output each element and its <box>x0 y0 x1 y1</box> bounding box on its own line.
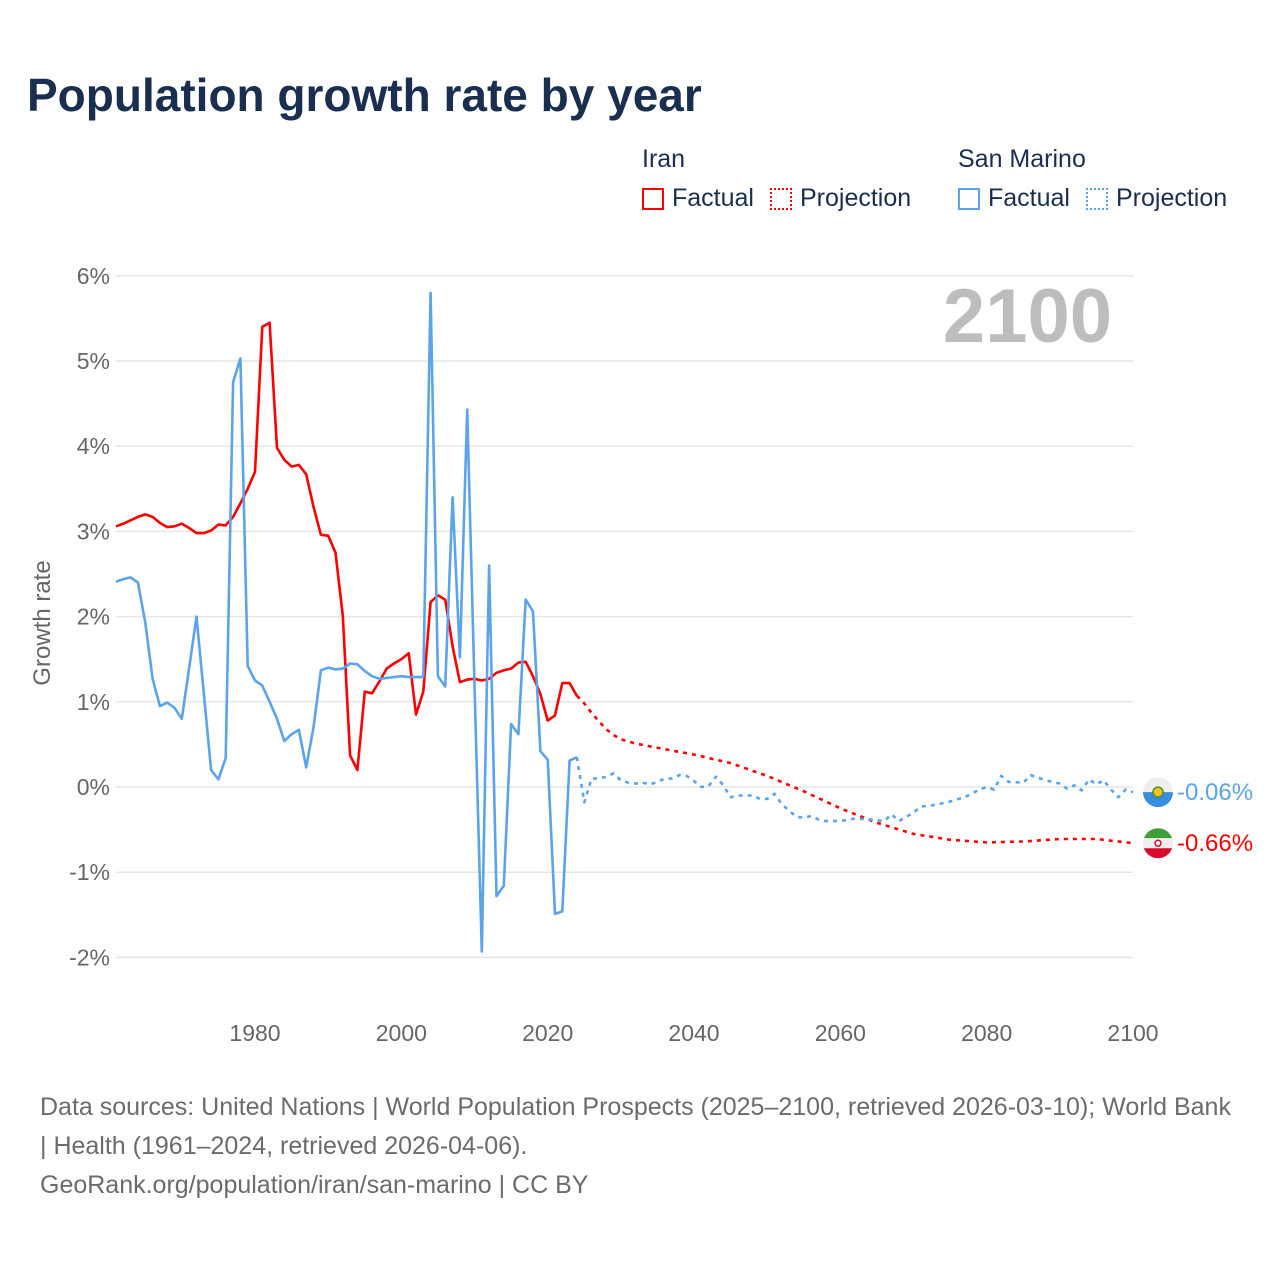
y-tick-label: 4% <box>77 433 110 459</box>
x-tick-label: 2000 <box>376 1020 427 1046</box>
series-line-iran-factual <box>115 321 579 772</box>
data-sources: Data sources: United Nations | World Pop… <box>40 1093 1231 1160</box>
legend-swatch-dotted <box>769 187 792 210</box>
legend-label: Factual <box>672 184 754 212</box>
current-year-label: 2100 <box>943 274 1112 359</box>
legend-iran-projection[interactable]: Projection <box>769 184 912 213</box>
y-tick-label: 6% <box>77 263 110 289</box>
legend-group-name: San Marino <box>958 145 1086 173</box>
legend-label: Factual <box>988 184 1070 212</box>
series-line-san-marino-factual <box>115 291 578 953</box>
footer: Data sources: United Nations | World Pop… <box>40 1088 1240 1205</box>
chart-title: Population growth rate by year <box>27 69 702 121</box>
end-value-label: -0.06% <box>1177 779 1253 806</box>
y-axis-label: Growth rate <box>29 560 56 685</box>
y-tick-label: 0% <box>77 774 110 800</box>
legend-swatch-solid <box>958 187 980 210</box>
y-tick-label: 3% <box>77 518 110 544</box>
legend-group-san-marino: San Marino Factual Projection <box>958 145 1243 213</box>
x-tick-label: 2060 <box>815 1020 866 1046</box>
legend-iran-factual[interactable]: Factual <box>642 184 754 213</box>
x-tick-label: 2020 <box>522 1020 573 1046</box>
legend-label: Projection <box>1115 184 1228 212</box>
y-tick-label: -1% <box>69 859 110 885</box>
series-line-san-marino-projection <box>575 756 1134 823</box>
legend-label: Projection <box>799 184 912 212</box>
x-tick-label: 2040 <box>668 1020 719 1046</box>
y-tick-label: 1% <box>77 689 110 715</box>
legend-group-name: Iran <box>642 145 686 173</box>
y-tick-label: 2% <box>77 604 110 630</box>
y-tick-label: 5% <box>77 348 110 374</box>
credit: GeoRank.org/population/iran/san-marino |… <box>40 1171 589 1199</box>
series-line-iran-projection <box>575 694 1134 845</box>
legend-swatch-solid <box>642 187 664 210</box>
x-tick-label: 2080 <box>961 1020 1012 1046</box>
legend-san-marino-projection[interactable]: Projection <box>1085 184 1228 213</box>
x-tick-label: 1980 <box>229 1020 280 1046</box>
legend-san-marino-factual[interactable]: Factual <box>958 184 1070 213</box>
flag-icon-san-marino <box>1143 777 1173 808</box>
flag-icon-iran <box>1143 828 1173 859</box>
y-tick-label: -2% <box>69 944 110 970</box>
x-tick-label: 2100 <box>1107 1020 1158 1046</box>
end-value-label: -0.66% <box>1177 830 1253 857</box>
legend-swatch-dotted <box>1085 187 1108 210</box>
legend-group-iran: Iran Factual Projection <box>642 145 927 213</box>
